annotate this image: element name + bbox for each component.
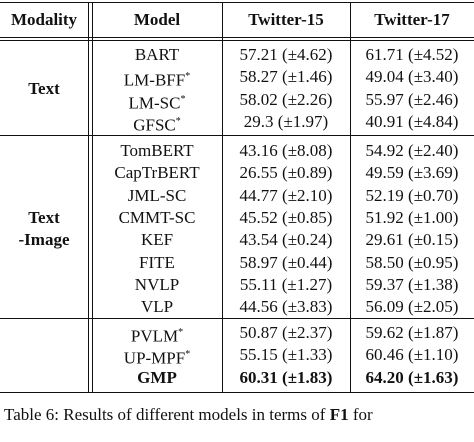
model-name: CMMT-SC — [118, 207, 196, 227]
score-cell: 29.61 (±0.15) — [365, 230, 459, 250]
rule — [0, 40, 474, 41]
score-cell: 44.56 (±3.83) — [239, 297, 333, 317]
score-cell: 60.31 (±1.83) — [239, 367, 333, 387]
header-cell: Model — [133, 10, 181, 29]
model-name: BART — [134, 45, 180, 64]
header-cell: Modality — [10, 10, 78, 29]
model-cell: FITE — [139, 252, 175, 274]
score-cell: 45.52 (±0.85) — [239, 207, 333, 227]
model-cell: GMP — [137, 367, 177, 389]
model-cell: VLP — [141, 296, 173, 318]
score-cell: 59.37 (±1.38) — [365, 274, 459, 294]
header-cell: Twitter-15 — [248, 10, 324, 29]
model-cell: CMMT-SC — [119, 207, 196, 229]
model-name: LM-SC — [128, 93, 181, 113]
model-name: JML-SC — [127, 185, 187, 205]
modality-label: -Image — [18, 230, 70, 250]
column-rule — [222, 2, 223, 392]
score-cell: 64.20 (±1.63) — [365, 367, 459, 387]
caption-text: for — [348, 405, 373, 424]
header-cell: Twitter-17 — [374, 10, 450, 29]
score-cell: 57.21 (±4.62) — [239, 45, 333, 64]
score-cell: 40.91 (±4.84) — [365, 111, 459, 131]
score-cell: 55.15 (±1.33) — [239, 345, 333, 365]
model-cell: JML-SC — [128, 185, 187, 207]
caption-text: F1 — [329, 405, 349, 424]
footnote-mark: * — [185, 71, 191, 83]
modality-label: Text — [28, 208, 60, 228]
score-cell: 52.19 (±0.70) — [365, 185, 459, 205]
score-cell: 49.04 (±3.40) — [365, 67, 459, 87]
model-cell: TomBERT — [120, 140, 193, 162]
score-cell: 49.59 (±3.69) — [365, 163, 459, 183]
modality-label: Text — [28, 78, 60, 98]
score-cell: 61.71 (±4.52) — [365, 45, 459, 64]
model-cell: LM-SC* — [129, 89, 186, 115]
score-cell: 44.77 (±2.10) — [239, 185, 333, 205]
rule — [0, 392, 474, 393]
column-rule — [350, 2, 351, 392]
score-cell: 29.3 (±1.97) — [243, 111, 329, 131]
model-cell: BART — [135, 44, 179, 66]
footnote-mark: * — [178, 327, 184, 338]
score-cell: 58.02 (±2.26) — [239, 89, 333, 109]
model-cell: KEF — [141, 229, 173, 251]
caption-text: Table 6: Results of different models in … — [4, 405, 330, 424]
score-cell: 54.92 (±2.40) — [365, 141, 459, 160]
model-cell: UP-MPF* — [124, 344, 190, 370]
score-cell: 43.16 (±8.08) — [239, 141, 333, 160]
footnote-mark: * — [185, 349, 191, 361]
model-cell: CapTrBERT — [114, 162, 199, 184]
score-cell: 59.62 (±1.87) — [365, 323, 459, 342]
score-cell: 56.09 (±2.05) — [365, 297, 459, 317]
footnote-mark: * — [175, 115, 181, 127]
model-name: LM-BFF — [123, 70, 186, 90]
score-cell: 43.54 (±0.24) — [239, 230, 333, 250]
score-cell: 50.87 (±2.37) — [239, 323, 333, 342]
score-cell: 55.11 (±1.27) — [239, 274, 333, 294]
footnote-mark: * — [180, 93, 186, 105]
score-cell: 26.55 (±0.89) — [239, 163, 333, 183]
caption: Table 6: Results of different models in … — [4, 404, 373, 426]
model-name: VLP — [140, 297, 174, 317]
score-cell: 51.92 (±1.00) — [365, 207, 459, 227]
model-name: TomBERT — [120, 141, 194, 160]
rule — [0, 318, 474, 319]
model-cell: PVLM* — [131, 322, 183, 348]
model-cell: LM-BFF* — [124, 66, 190, 92]
model-name: NVLP — [134, 274, 180, 294]
score-cell: 55.97 (±2.46) — [365, 89, 459, 109]
score-cell: 60.46 (±1.10) — [365, 345, 459, 365]
model-name: GMP — [137, 367, 177, 387]
model-name: GFSC — [133, 115, 176, 135]
column-rule — [88, 2, 89, 392]
model-name: UP-MPF — [123, 348, 186, 368]
model-name: CapTrBERT — [114, 163, 200, 183]
model-name: FITE — [139, 252, 175, 272]
rule — [0, 135, 474, 136]
score-cell: 58.97 (±0.44) — [239, 252, 333, 272]
score-cell: 58.50 (±0.95) — [365, 252, 459, 272]
rule — [0, 37, 474, 38]
score-cell: 58.27 (±1.46) — [239, 67, 333, 87]
model-name: KEF — [140, 230, 174, 250]
rule — [0, 2, 474, 3]
model-cell: NVLP — [135, 274, 179, 296]
model-cell: GFSC* — [133, 111, 181, 137]
column-rule — [92, 2, 93, 392]
model-name: PVLM — [130, 326, 179, 346]
